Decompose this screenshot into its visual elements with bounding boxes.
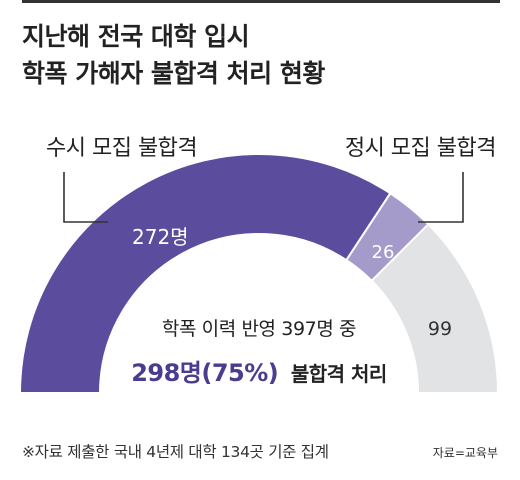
center-highlight: 298명(75%)	[131, 359, 278, 387]
legend-label-susi: 수시 모집 불합격	[46, 136, 197, 161]
title-line-1: 지난해 전국 대학 입시	[22, 22, 250, 51]
arc-susi	[18, 153, 392, 394]
legend-label-jeongsi: 정시 모집 불합격	[345, 136, 496, 161]
title-line-2: 학폭 가해자 불합격 처리 현황	[22, 59, 325, 88]
center-text-line1: 학폭 이력 반영 397명 중	[162, 318, 356, 340]
source-credit: 자료=교육부	[432, 446, 498, 460]
value-label-jeongsi: 26	[372, 242, 395, 263]
value-label-remaining: 99	[428, 318, 452, 340]
chart-title: 지난해 전국 대학 입시 학폭 가해자 불합격 처리 현황	[22, 18, 502, 92]
center-text-line2: 298명(75%) 불합격 처리	[131, 359, 387, 387]
leader-line-jeongsi	[418, 172, 464, 223]
arc-remaining	[370, 222, 500, 394]
leader-line-susi	[63, 172, 108, 223]
value-label-susi: 272명	[132, 225, 189, 249]
arc-group	[18, 153, 500, 394]
top-rule	[22, 0, 500, 3]
footnote: ※자료 제출한 국내 4년제 대학 134곳 기준 집계	[22, 443, 329, 461]
center-suffix: 불합격 처리	[291, 362, 387, 386]
